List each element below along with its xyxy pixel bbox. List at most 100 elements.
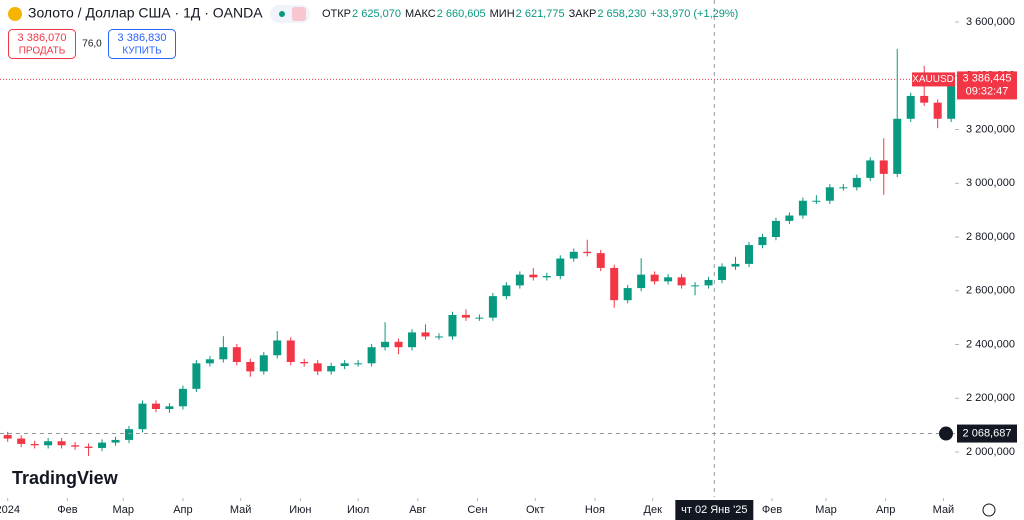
y-tick-label: 3 600,000	[966, 16, 1015, 28]
ohlc-value: 2 621,775	[516, 8, 565, 20]
candle-body	[542, 275, 551, 278]
candle-body	[906, 95, 915, 119]
candle-body	[798, 200, 807, 216]
candle-body	[879, 160, 888, 174]
candle-body	[448, 314, 457, 337]
x-tick-label: Июл	[347, 504, 369, 516]
y-tick-label: 2 200,000	[966, 392, 1015, 404]
candle-body	[637, 274, 646, 289]
candle-body	[475, 317, 484, 319]
x-tick-label: Ноя	[585, 504, 605, 516]
candle-body	[394, 341, 403, 348]
sell-price: 3 386,070	[18, 32, 67, 44]
y-tick-label: 3 200,000	[966, 123, 1015, 135]
candle-body	[340, 363, 349, 367]
candle-body	[367, 347, 376, 364]
candle-body	[488, 296, 497, 318]
add-alert-button[interactable]	[939, 426, 953, 441]
candle-body	[421, 332, 430, 337]
candle-body	[691, 285, 700, 287]
candle-body	[583, 251, 592, 254]
candle-body	[610, 267, 619, 301]
candle-body	[219, 347, 228, 360]
y-tick-label: 3 000,000	[966, 177, 1015, 189]
candle-body	[704, 280, 713, 286]
y-tick-label: 2 800,000	[966, 231, 1015, 243]
candle-body	[286, 340, 295, 362]
x-tick-label: Май	[933, 504, 955, 516]
candle-body	[785, 215, 794, 221]
candle-body	[125, 429, 134, 440]
candle-body	[677, 277, 686, 286]
candle-body	[515, 274, 524, 286]
sell-button[interactable]	[8, 29, 76, 59]
x-tick-label: Сен	[467, 504, 487, 516]
y-tick-label: 2 000,000	[966, 446, 1015, 458]
candle-body	[502, 285, 511, 297]
x-tick-label: Фев	[762, 504, 782, 516]
candle-body	[246, 361, 255, 372]
change: +33,970 (+1,29%)	[650, 8, 738, 20]
candle-body	[731, 263, 740, 267]
x-tick-label: Июн	[289, 504, 311, 516]
candle-body	[44, 441, 53, 446]
candle-body	[758, 237, 767, 246]
candle-body	[71, 445, 80, 447]
candle-body	[165, 406, 174, 410]
symbol-label: XAUUSD	[912, 74, 954, 85]
candle-body	[839, 187, 848, 189]
candle-body	[313, 363, 322, 372]
x-tick-label: Май	[230, 504, 252, 516]
candle-body	[111, 439, 120, 443]
symbol-title[interactable]: Золото / Доллар США · 1Д · OANDA	[28, 5, 263, 21]
countdown: 09:32:47	[966, 85, 1009, 97]
buy-button[interactable]	[108, 29, 176, 59]
crosshair-price: 2 068,687	[963, 427, 1012, 439]
candle-body	[933, 102, 942, 119]
settings-icon[interactable]	[982, 503, 996, 517]
candle-body	[461, 314, 470, 318]
last-price-tag	[957, 71, 1017, 100]
x-tick-label: Апр	[173, 504, 192, 516]
plot	[0, 0, 959, 501]
candle-body	[852, 177, 861, 188]
crosshair-price-tag	[957, 424, 1017, 443]
candle-body	[57, 441, 66, 446]
candle-body	[434, 336, 443, 338]
candle-body	[17, 438, 26, 444]
candle-body	[556, 258, 565, 276]
candle-body	[771, 220, 780, 238]
candle-body	[354, 363, 363, 365]
candle-body	[232, 347, 241, 362]
candle-body	[947, 79, 956, 119]
last-price-label: 3 386,445	[963, 72, 1012, 84]
ohlc-value: 2 660,605	[437, 8, 486, 20]
candle-body	[529, 274, 538, 278]
symbol-tag	[912, 72, 955, 87]
sell-label: ПРОДАТЬ	[19, 46, 66, 57]
flag-icon[interactable]	[292, 7, 306, 21]
candle-body	[178, 388, 187, 407]
ohlc-label: МИН	[490, 8, 515, 20]
x-tick-label: Фев	[57, 504, 77, 516]
ohlc-value: 2 658,230	[597, 8, 646, 20]
y-tick-label: 2 600,000	[966, 285, 1015, 297]
candle-body	[744, 245, 753, 264]
x-tick-label: Дек	[644, 504, 663, 516]
candle-body	[596, 253, 605, 268]
candle-body	[259, 355, 268, 372]
logo[interactable]: TradingView	[12, 468, 119, 488]
crosshair-date: чт 02 Янв '25	[681, 504, 747, 516]
candle-body	[138, 403, 147, 430]
candle-body	[300, 361, 309, 364]
candle-body	[664, 277, 673, 282]
spread: 76,0	[82, 39, 102, 50]
candle-body	[718, 266, 727, 281]
candle-body	[205, 359, 214, 364]
ohlc-label: МАКС	[405, 8, 436, 20]
candle-body	[825, 187, 834, 201]
x-tick-label: Мар	[112, 504, 134, 516]
x-tick-label: Окт	[526, 504, 545, 516]
buy-price: 3 386,830	[118, 32, 167, 44]
